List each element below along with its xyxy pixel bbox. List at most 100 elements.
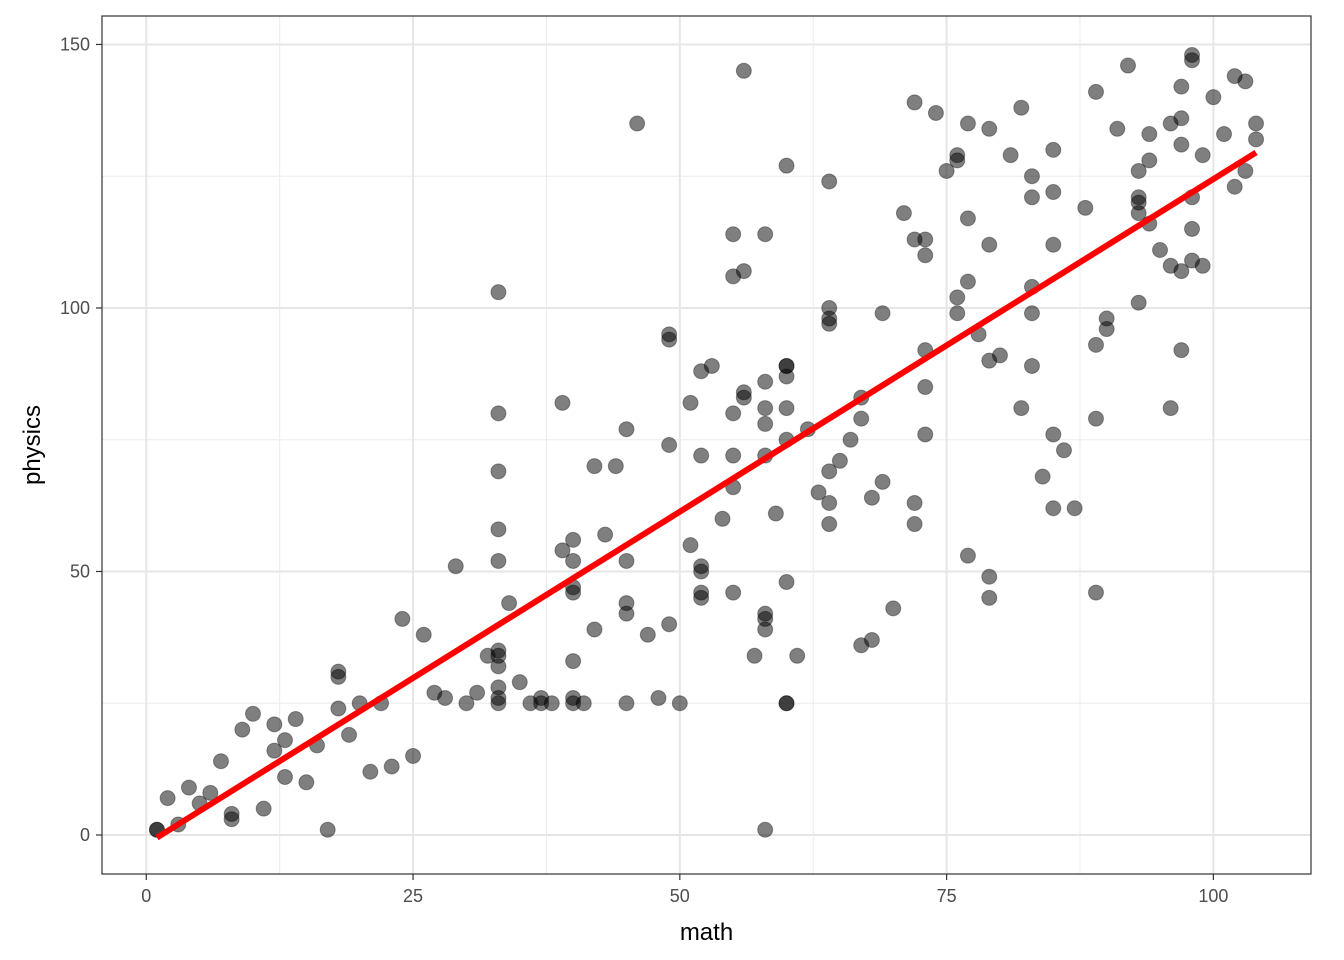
data-point [991,347,1008,364]
panel-border [101,15,1312,875]
data-point [778,695,795,712]
data-point [735,62,752,79]
data-point [554,542,571,559]
data-point [1184,52,1201,69]
data-point [159,790,176,807]
data-point [341,726,358,743]
data-point [1248,115,1265,132]
data-point [821,463,838,480]
data-point [757,621,774,638]
data-point [778,574,795,591]
data-point [1194,257,1211,274]
x-tick-label: 100 [1198,886,1228,906]
data-point [234,721,251,738]
data-point [682,394,699,411]
data-point [1173,136,1190,153]
data-point [831,452,848,469]
data-point [490,405,507,422]
data-point [1109,120,1126,137]
data-point [597,526,614,543]
data-point [959,547,976,564]
data-point [682,537,699,554]
data-point [959,273,976,290]
data-point [661,331,678,348]
data-point [1130,294,1147,311]
data-point [778,368,795,385]
data-point [949,289,966,306]
data-point [180,779,197,796]
data-point [1023,168,1040,185]
data-point [511,674,528,691]
data-point [618,552,635,569]
data-point [394,610,411,627]
data-point [917,231,934,248]
data-point [821,315,838,332]
data-point [725,405,742,422]
data-point [1226,178,1243,195]
data-point [1023,305,1040,322]
data-point [415,626,432,643]
data-point [757,415,774,432]
points-layer [148,47,1265,838]
data-point [469,684,486,701]
data-point [319,821,336,838]
data-point [938,162,955,179]
data-point [789,647,806,664]
data-point [586,621,603,638]
data-point [874,473,891,490]
data-point [1141,126,1158,143]
data-point [1119,57,1136,74]
data-point [1141,152,1158,169]
data-point [1045,141,1062,158]
data-point [490,658,507,675]
data-point [821,494,838,511]
x-tick-label: 25 [403,886,423,906]
data-point [383,758,400,775]
data-point [212,753,229,770]
data-point [735,263,752,280]
data-point [810,484,827,501]
data-point [778,400,795,417]
data-point [575,695,592,712]
data-point [586,458,603,475]
data-point [757,821,774,838]
data-point [1173,78,1190,95]
data-point [1055,442,1072,459]
data-point [490,552,507,569]
data-point [959,210,976,227]
data-point [618,605,635,622]
data-point [863,632,880,648]
x-tick-label: 0 [141,886,151,906]
data-point [1087,584,1104,601]
data-point [1237,162,1254,179]
data-point [1216,126,1233,143]
grid-minor [102,16,1311,874]
data-point [863,489,880,506]
data-point [949,152,966,169]
data-point [437,689,454,706]
data-point [1194,147,1211,164]
data-point [543,695,560,712]
data-point [565,584,582,601]
data-point [885,600,902,617]
data-point [949,305,966,322]
data-point [906,94,923,111]
data-point [693,447,710,464]
data-point [735,389,752,406]
data-point [501,595,518,612]
data-point [618,421,635,438]
x-axis-title: math [680,919,733,946]
data-point [565,531,582,548]
data-point [565,653,582,670]
data-point [1184,220,1201,237]
data-point [565,552,582,569]
data-point [906,516,923,533]
data-point [767,505,784,522]
data-point [202,784,219,801]
y-tick-label: 150 [60,34,90,54]
data-point [650,689,667,706]
y-axis-ticks: 0 50 100 150 [60,34,102,845]
data-point [1013,99,1030,116]
data-point [1173,342,1190,359]
data-point [757,373,774,390]
